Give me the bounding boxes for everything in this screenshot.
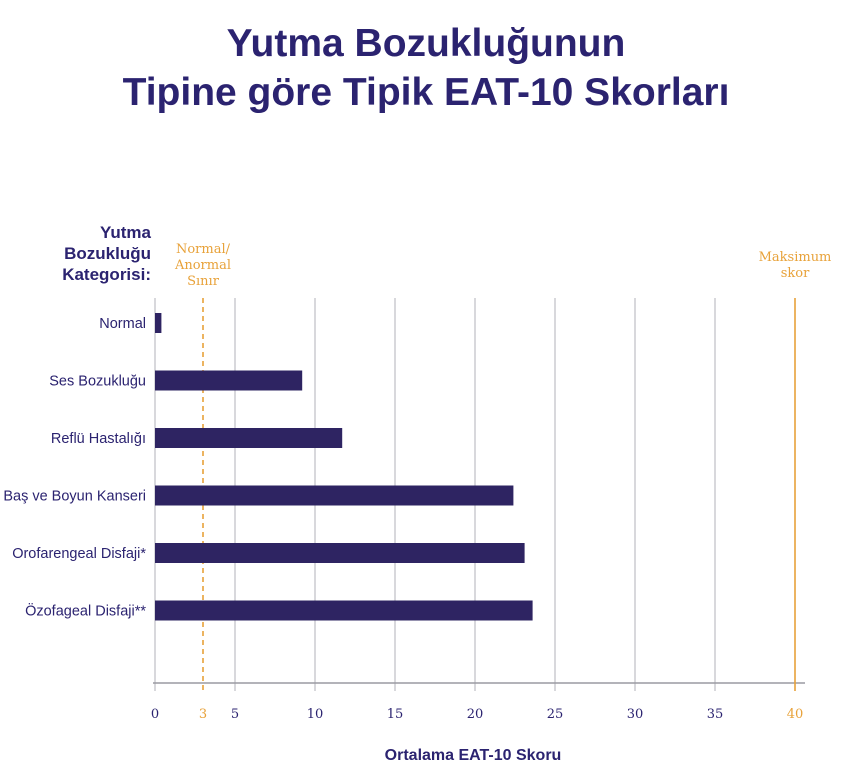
x-tick-label: 5 (231, 707, 239, 722)
y-axis-header-line: Bozukluğu (64, 244, 151, 263)
x-tick-label: 35 (707, 707, 724, 722)
category-label: Ses Bozukluğu (49, 374, 146, 390)
x-tick-label: 20 (467, 707, 484, 722)
reference-line-label: Anormal (174, 258, 231, 273)
y-axis-header-line: Yutma (100, 223, 152, 242)
category-label: Orofarengeal Disfaji* (12, 546, 146, 562)
chart-title-line-2: Tipine göre Tipik EAT-10 Skorları (122, 71, 730, 114)
grid-lines (153, 298, 805, 691)
category-label: Baş ve Boyun Kanseri (3, 489, 146, 505)
x-tick-label: 0 (151, 707, 159, 722)
category-label: Özofageal Disfaji** (25, 602, 146, 620)
bar (155, 600, 533, 621)
x-tick-label: 40 (787, 707, 804, 722)
reference-line-label: Normal/ (176, 242, 231, 257)
reference-line-label: Maksimum (759, 250, 832, 265)
x-tick-label: 25 (547, 707, 564, 722)
bars (155, 313, 533, 621)
x-tick-labels: 0 3 5 10 15 20 25 30 35 40 (151, 707, 803, 722)
x-tick-label: 10 (307, 707, 324, 722)
bar (155, 370, 303, 391)
y-axis-header-line: Kategorisi: (62, 265, 151, 284)
chart-title-line-1: Yutma Bozukluğunun (226, 22, 626, 65)
x-tick-label: 30 (627, 707, 644, 722)
bar (155, 428, 343, 448)
x-tick-label: 3 (199, 707, 207, 722)
category-label: Normal (99, 316, 146, 332)
x-axis-label: Ortalama EAT-10 Skoru (385, 747, 562, 764)
category-labels: Normal Ses Bozukluğu Reflü Hastalığı Baş ve… (3, 316, 146, 620)
bar (155, 313, 162, 333)
reference-line-label: skor (781, 266, 810, 281)
bar (155, 543, 525, 563)
x-tick-label: 15 (387, 707, 404, 722)
bar (155, 485, 514, 506)
category-label: Reflü Hastalığı (51, 431, 146, 447)
y-axis-header: Yutma Bozukluğu Kategorisi: (62, 223, 151, 284)
reference-line-label: Sınır (187, 274, 220, 289)
